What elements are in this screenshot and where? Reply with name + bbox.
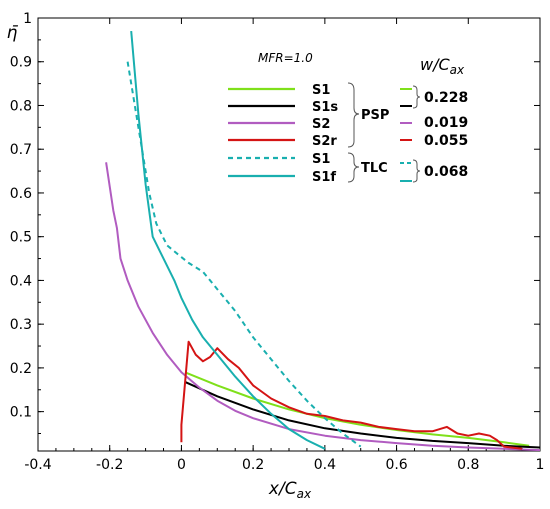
y-tick-label: 0.6 xyxy=(10,186,32,202)
w-brace-tlc xyxy=(412,159,421,183)
w-value-2: 0.055 xyxy=(424,133,468,149)
y-tick-label: 0.5 xyxy=(10,230,32,246)
y-tick-label: 0.9 xyxy=(10,55,32,71)
x-tick-label: 1 xyxy=(536,457,545,473)
x-tick-label: -0.2 xyxy=(96,457,123,473)
legend-label-3: S2r xyxy=(312,134,337,149)
y-tick-label: 0.2 xyxy=(10,361,32,377)
y-tick-label: 0.4 xyxy=(10,273,32,289)
y-tick-label: 1 xyxy=(23,11,32,27)
mfr-annotation: MFR=1.0 xyxy=(258,51,313,65)
legend-label-0: S1 xyxy=(312,83,330,98)
psp-brace xyxy=(347,82,360,148)
w-column-title: w/Cax xyxy=(420,55,465,77)
x-tick-label: 0.8 xyxy=(457,457,479,473)
x-tick-label: 0.2 xyxy=(242,457,264,473)
x-tick-label: 0 xyxy=(177,457,186,473)
legend-label-4: S1 xyxy=(312,152,330,167)
y-tick-label: 0.8 xyxy=(10,98,32,114)
x-tick-label: 0.4 xyxy=(314,457,336,473)
x-tick-label: 0.6 xyxy=(385,457,407,473)
y-tick-label: 0.7 xyxy=(10,142,32,158)
x-axis-title: x/Cax xyxy=(268,479,312,501)
legend-label-5: S1f xyxy=(312,170,336,185)
w-value-1: 0.019 xyxy=(424,115,468,131)
w-value-3: 0.068 xyxy=(424,164,468,180)
series-group xyxy=(105,31,540,451)
w-brace-psp-s1 xyxy=(412,85,421,109)
legend-label-2: S2 xyxy=(312,117,330,132)
y-axis-title: η̄ xyxy=(7,23,19,43)
y-tick-label: 0.3 xyxy=(10,317,32,333)
group-label-psp: PSP xyxy=(361,108,389,123)
series-line-psp-s2r xyxy=(180,340,523,450)
x-tick-label: -0.4 xyxy=(24,457,51,473)
tlc-brace xyxy=(347,152,360,183)
series-line-tlc-s1 xyxy=(126,61,362,448)
series-line-psp-s1s xyxy=(184,380,540,449)
series-line-psp-s2 xyxy=(105,162,540,451)
y-tick-label: 0.1 xyxy=(10,405,32,421)
legend-label-1: S1s xyxy=(312,100,338,115)
w-value-0: 0.228 xyxy=(424,90,468,106)
group-label-tlc: TLC xyxy=(361,161,388,176)
series-line-psp-s1 xyxy=(184,371,530,447)
series-line-tlc-s1f xyxy=(130,31,326,450)
plot-frame xyxy=(37,17,541,452)
